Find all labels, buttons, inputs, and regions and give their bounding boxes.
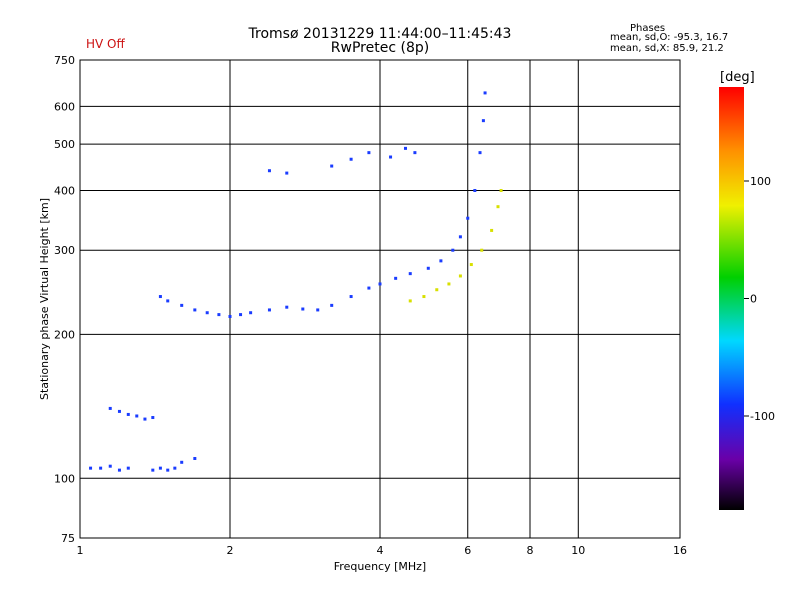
colorbar-tick-label: 0 [750, 293, 757, 306]
plot-frame [79, 59, 681, 539]
data-point [367, 286, 371, 290]
y-tick-label: 400 [54, 184, 75, 197]
data-point [249, 311, 253, 315]
data-point [267, 308, 271, 312]
data-point [267, 169, 271, 173]
y-tick-label: 100 [54, 472, 75, 485]
data-point [458, 274, 462, 278]
data-point [135, 414, 139, 418]
data-point [349, 157, 353, 161]
data-point [349, 295, 353, 299]
data-point [108, 464, 112, 468]
x-axis-label: Frequency [MHz] [334, 560, 426, 573]
data-point [473, 188, 477, 192]
data-point [205, 311, 209, 315]
data-point [490, 228, 494, 232]
data-point [403, 146, 407, 150]
data-point [193, 456, 197, 460]
y-tick-label: 600 [54, 100, 75, 113]
chart-subtitle: RwPretec (8p) [330, 40, 430, 56]
data-point [408, 299, 412, 303]
x-tick-label: 2 [227, 544, 234, 557]
data-point [447, 282, 451, 286]
x-tick-label: 10 [571, 544, 585, 557]
data-point [316, 308, 320, 312]
data-point [378, 282, 382, 286]
phases-x-stats: mean, sd,X: 85.9, 21.2 [610, 43, 724, 54]
data-point [285, 171, 289, 175]
x-tick-label: 8 [527, 544, 534, 557]
data-point [499, 188, 503, 192]
data-point [481, 119, 485, 123]
data-point [151, 468, 155, 472]
data-point [108, 406, 112, 410]
y-axis-label: Stationary phase Virtual Height [km] [38, 198, 51, 400]
data-point [389, 155, 393, 159]
data-point [89, 466, 93, 470]
y-tick-label: 200 [54, 328, 75, 341]
data-point [483, 91, 487, 95]
data-point [99, 466, 103, 470]
x-tick-label: 1 [77, 544, 84, 557]
data-point [330, 164, 334, 168]
colorbar-tick-label: 100 [750, 175, 771, 188]
data-point [117, 409, 121, 413]
data-point [367, 151, 371, 155]
colorbar [719, 87, 744, 510]
data-point [126, 466, 130, 470]
data-point [426, 266, 430, 270]
data-point [458, 235, 462, 239]
data-point [239, 313, 243, 317]
x-tick-label: 4 [377, 544, 384, 557]
data-point [166, 468, 170, 472]
y-tick-label: 75 [61, 532, 75, 545]
data-point [228, 314, 232, 318]
data-point [151, 416, 155, 420]
y-tick-label: 500 [54, 138, 75, 151]
data-point [478, 151, 482, 155]
data-point [285, 305, 289, 309]
data-point [496, 205, 500, 209]
data-point [408, 272, 412, 276]
data-point [394, 276, 398, 280]
data-point [166, 299, 170, 303]
y-tick-label: 750 [54, 54, 75, 67]
data-point [469, 263, 473, 267]
data-point [158, 295, 162, 299]
data-point [480, 248, 484, 252]
y-tick-label: 300 [54, 244, 75, 257]
data-point [193, 308, 197, 312]
colorbar-tick-label: -100 [750, 410, 775, 423]
x-tick-label: 16 [673, 544, 687, 557]
data-point [439, 259, 443, 263]
data-point [466, 216, 470, 220]
data-point [413, 151, 417, 155]
data-point [435, 288, 439, 292]
data-point [451, 248, 455, 252]
data-point [173, 466, 177, 470]
data-point [217, 313, 221, 317]
chart-title: Tromsø 20131229 11:44:00–11:45:43 [248, 26, 512, 42]
phases-title: Phases [630, 23, 666, 34]
data-point [301, 307, 305, 311]
data-point [143, 417, 147, 421]
hv-status: HV Off [86, 37, 125, 51]
data-point [158, 466, 162, 470]
data-point [422, 295, 426, 299]
colorbar-label: [deg] [720, 70, 755, 85]
data-point [126, 412, 130, 416]
phases-o-stats: mean, sd,O: -95.3, 16.7 [610, 32, 729, 43]
data-point [180, 460, 184, 464]
data-point [330, 303, 334, 307]
x-tick-label: 6 [464, 544, 471, 557]
data-point [117, 468, 121, 472]
data-point [180, 303, 184, 307]
